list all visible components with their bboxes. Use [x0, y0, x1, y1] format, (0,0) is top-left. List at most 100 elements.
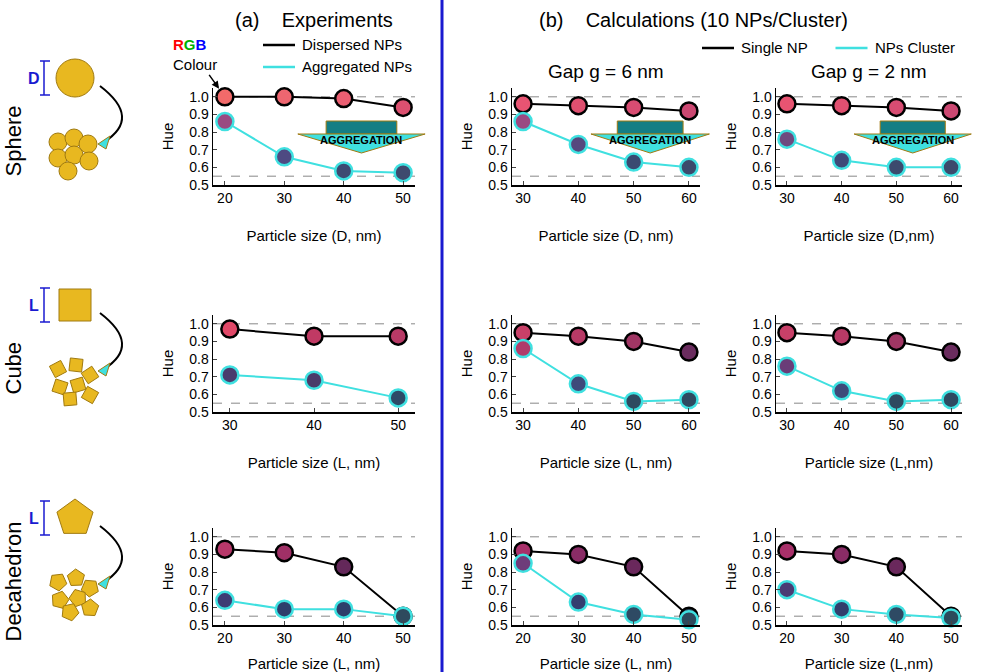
svg-text:1.0: 1.0	[488, 529, 508, 545]
svg-text:0.8: 0.8	[488, 351, 508, 367]
svg-text:0.8: 0.8	[189, 351, 209, 367]
svg-text:Gap g = 2 nm: Gap g = 2 nm	[811, 61, 927, 82]
svg-text:Particle size (L,nm): Particle size (L,nm)	[805, 655, 933, 672]
svg-text:Dispersed NPs: Dispersed NPs	[302, 36, 402, 53]
svg-text:60: 60	[943, 417, 959, 433]
svg-text:D: D	[28, 70, 40, 87]
svg-text:0.8: 0.8	[488, 124, 508, 140]
svg-text:0.6: 0.6	[488, 159, 508, 175]
svg-text:40: 40	[571, 190, 587, 206]
svg-text:Hue: Hue	[458, 350, 475, 378]
svg-text:0.9: 0.9	[488, 106, 508, 122]
svg-text:0.6: 0.6	[189, 386, 209, 402]
svg-text:0.6: 0.6	[488, 599, 508, 615]
svg-text:30: 30	[571, 630, 587, 646]
svg-text:0.7: 0.7	[189, 582, 209, 598]
svg-text:0.7: 0.7	[752, 142, 772, 158]
svg-text:40: 40	[834, 417, 850, 433]
svg-text:0.9: 0.9	[488, 333, 508, 349]
svg-text:30: 30	[277, 630, 293, 646]
svg-text:Hue: Hue	[458, 563, 475, 591]
svg-text:1.0: 1.0	[488, 316, 508, 332]
svg-text:1.0: 1.0	[189, 529, 209, 545]
svg-text:AGGREGATION: AGGREGATION	[609, 134, 691, 146]
svg-text:0.5: 0.5	[488, 177, 508, 193]
svg-text:Hue: Hue	[722, 563, 739, 591]
svg-text:20: 20	[217, 190, 233, 206]
svg-text:Single NP: Single NP	[741, 39, 808, 56]
svg-text:0.6: 0.6	[189, 159, 209, 175]
svg-text:40: 40	[889, 630, 905, 646]
svg-text:0.8: 0.8	[189, 564, 209, 580]
svg-text:Particle size (D, nm): Particle size (D, nm)	[538, 227, 673, 244]
svg-text:1.0: 1.0	[488, 89, 508, 105]
svg-text:(a) Experiments: (a) Experiments	[235, 9, 393, 31]
svg-text:50: 50	[889, 190, 905, 206]
svg-text:Aggregated NPs: Aggregated NPs	[302, 58, 412, 75]
svg-text:40: 40	[834, 190, 850, 206]
svg-text:Hue: Hue	[458, 123, 475, 151]
svg-text:0.9: 0.9	[752, 333, 772, 349]
svg-text:50: 50	[395, 190, 411, 206]
svg-text:50: 50	[943, 630, 959, 646]
svg-text:RGBColour: RGBColour	[173, 36, 217, 73]
svg-text:0.6: 0.6	[752, 159, 772, 175]
svg-text:20: 20	[779, 630, 795, 646]
svg-text:30: 30	[779, 417, 795, 433]
svg-text:L: L	[29, 297, 39, 314]
svg-text:0.6: 0.6	[752, 386, 772, 402]
svg-text:Particle size (D, nm): Particle size (D, nm)	[246, 227, 381, 244]
svg-text:1.0: 1.0	[189, 89, 209, 105]
svg-text:AGGREGATION: AGGREGATION	[872, 134, 954, 146]
svg-text:NPs Cluster: NPs Cluster	[875, 39, 955, 56]
svg-text:0.7: 0.7	[752, 582, 772, 598]
svg-text:(b) Calculations (10 NPs/Cl: (b) Calculations (10 NPs/Cluster)	[539, 9, 848, 31]
svg-text:0.9: 0.9	[488, 546, 508, 562]
svg-text:Hue: Hue	[722, 123, 739, 151]
svg-text:50: 50	[889, 417, 905, 433]
svg-text:30: 30	[515, 417, 531, 433]
svg-text:0.8: 0.8	[752, 124, 772, 140]
svg-text:30: 30	[515, 190, 531, 206]
svg-text:30: 30	[277, 190, 293, 206]
svg-text:0.6: 0.6	[189, 599, 209, 615]
svg-text:Gap g = 6 nm: Gap g = 6 nm	[548, 61, 664, 82]
svg-text:Particle size (L, nm): Particle size (L, nm)	[540, 655, 673, 672]
svg-text:40: 40	[626, 630, 642, 646]
svg-text:40: 40	[336, 190, 352, 206]
svg-text:Hue: Hue	[722, 350, 739, 378]
svg-text:0.5: 0.5	[189, 404, 209, 420]
svg-text:30: 30	[834, 630, 850, 646]
svg-text:0.7: 0.7	[488, 142, 508, 158]
svg-text:0.6: 0.6	[488, 386, 508, 402]
svg-text:1.0: 1.0	[189, 316, 209, 332]
svg-text:Particle size (L,nm): Particle size (L,nm)	[805, 454, 933, 471]
svg-text:Hue: Hue	[159, 563, 176, 591]
svg-text:40: 40	[336, 630, 352, 646]
svg-text:0.8: 0.8	[752, 351, 772, 367]
svg-text:0.5: 0.5	[488, 617, 508, 633]
svg-text:40: 40	[306, 417, 322, 433]
svg-text:60: 60	[943, 190, 959, 206]
svg-text:Particle size (L, nm): Particle size (L, nm)	[248, 454, 381, 471]
svg-text:1.0: 1.0	[752, 316, 772, 332]
svg-text:0.8: 0.8	[488, 564, 508, 580]
svg-text:0.5: 0.5	[752, 617, 772, 633]
svg-text:L: L	[29, 510, 39, 527]
svg-text:50: 50	[626, 190, 642, 206]
svg-text:Decahedron: Decahedron	[1, 522, 26, 642]
svg-text:0.5: 0.5	[189, 617, 209, 633]
svg-text:0.7: 0.7	[189, 369, 209, 385]
svg-text:Hue: Hue	[159, 350, 176, 378]
svg-text:Particle size (L, nm): Particle size (L, nm)	[540, 454, 673, 471]
svg-text:Hue: Hue	[159, 123, 176, 151]
svg-text:0.5: 0.5	[752, 177, 772, 193]
svg-text:50: 50	[395, 630, 411, 646]
svg-text:Particle size (L, nm): Particle size (L, nm)	[248, 655, 381, 672]
svg-text:60: 60	[681, 190, 697, 206]
svg-text:0.7: 0.7	[488, 582, 508, 598]
svg-text:0.9: 0.9	[189, 106, 209, 122]
svg-text:0.9: 0.9	[189, 546, 209, 562]
svg-text:0.9: 0.9	[189, 333, 209, 349]
svg-text:1.0: 1.0	[752, 529, 772, 545]
